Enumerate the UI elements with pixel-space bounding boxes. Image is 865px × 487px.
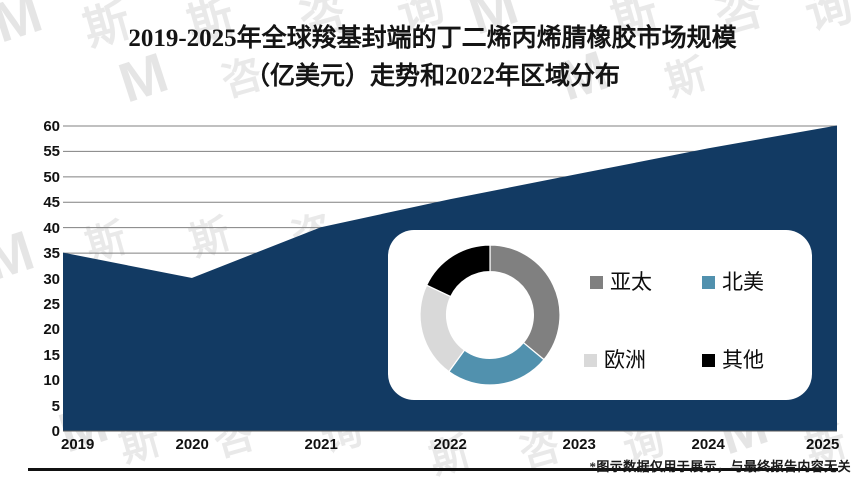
x-axis-tick-label: 2019 xyxy=(61,436,95,453)
y-axis-tick-label: 0 xyxy=(51,423,60,440)
x-axis-tick-label: 2023 xyxy=(562,436,596,453)
y-axis-tick-label: 25 xyxy=(43,295,60,313)
chart-title-line-2: （亿美元）走势和2022年区域分布 xyxy=(244,63,620,90)
chart-title-line-1: 2019-2025年全球羧基封端的丁二烯丙烯腈橡胶市场规模 xyxy=(128,25,737,52)
x-axis-tick-label: 2025 xyxy=(806,436,840,453)
legend-swatch-other xyxy=(702,354,715,367)
legend-label-europe: 欧洲 xyxy=(604,348,646,372)
legend-label-other: 其他 xyxy=(722,348,764,372)
y-axis-tick-label: 35 xyxy=(43,245,60,263)
x-axis-tick-label: 2022 xyxy=(433,436,467,453)
x-axis-labels: 2019 2020 2021 2022 2023 2024 2025 xyxy=(0,437,865,459)
legend-swatch-north-america xyxy=(702,276,715,289)
chart-title: 2019-2025年全球羧基封端的丁二烯丙烯腈橡胶市场规模 （亿美元）走势和20… xyxy=(0,20,865,96)
legend-swatch-europe xyxy=(584,354,597,367)
legend-item-europe[interactable]: 欧洲 xyxy=(584,350,646,371)
y-axis-tick-label: 50 xyxy=(43,168,60,186)
legend-label-asia-pacific: 亚太 xyxy=(610,270,652,294)
footnote-text: *图示数据仅用于展示，与最终报告内容无关 xyxy=(589,459,851,474)
y-axis-tick-label: 55 xyxy=(43,143,60,161)
donut-legend: 亚太 北美 欧洲 其他 xyxy=(584,250,804,382)
donut-segment-亚太[interactable] xyxy=(489,244,561,361)
y-axis-tick-label: 5 xyxy=(51,397,60,415)
y-axis-tick-label: 40 xyxy=(43,219,60,237)
x-axis-tick-label: 2021 xyxy=(304,436,338,453)
area-series-line xyxy=(62,125,838,280)
x-axis-tick-label: 2020 xyxy=(175,436,209,453)
y-axis-tick-label: 10 xyxy=(43,372,60,390)
legend-item-north-america[interactable]: 北美 xyxy=(702,272,764,293)
donut-segment-其他[interactable] xyxy=(425,244,491,298)
donut-chart-svg xyxy=(419,244,561,386)
y-axis-tick-label: 30 xyxy=(43,270,60,288)
legend-label-north-america: 北美 xyxy=(722,270,764,294)
region-distribution-card: 亚太 北美 欧洲 其他 xyxy=(388,230,812,400)
y-axis-tick-label: 20 xyxy=(43,321,60,339)
legend-item-other[interactable]: 其他 xyxy=(702,350,764,371)
donut-segment-欧洲[interactable] xyxy=(419,284,466,373)
footer-divider xyxy=(28,468,838,471)
y-axis-tick-label: 15 xyxy=(43,346,60,364)
legend-item-asia-pacific[interactable]: 亚太 xyxy=(590,272,652,293)
y-axis-labels: 0 5 10 15 20 25 30 35 40 45 50 55 60 xyxy=(0,104,60,454)
y-axis-tick-label: 60 xyxy=(43,118,60,135)
x-axis-tick-label: 2024 xyxy=(691,436,725,453)
y-axis-tick-label: 45 xyxy=(43,194,60,212)
legend-swatch-asia-pacific xyxy=(590,276,603,289)
